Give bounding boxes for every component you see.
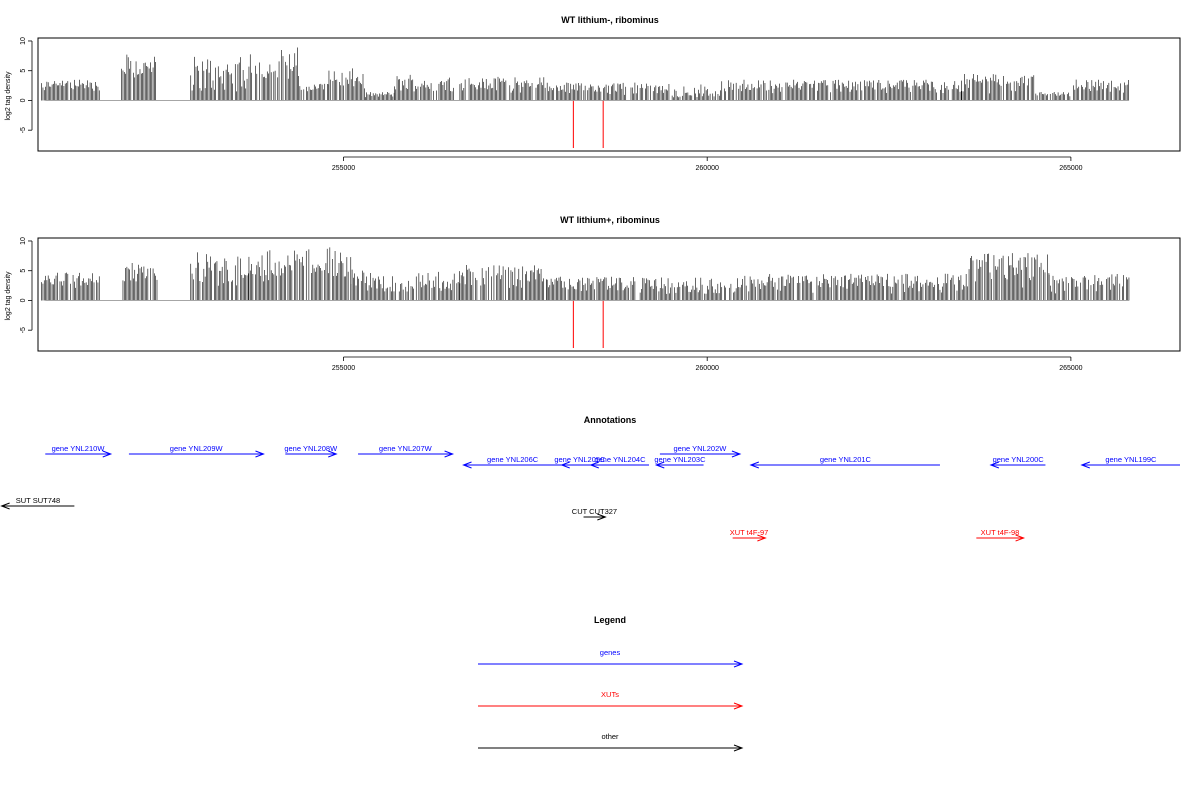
annotation-label: gene YNL202W xyxy=(674,444,728,453)
legend-panel: Legend genes XUTs other xyxy=(478,615,744,752)
arrow-right-icon xyxy=(328,450,338,458)
annotation-label: gene YNL210W xyxy=(52,444,106,453)
highlight-bars xyxy=(572,300,604,349)
x-tick-label: 255000 xyxy=(332,165,355,172)
y-tick-label: 10 xyxy=(20,237,27,245)
x-ticks xyxy=(343,156,1072,161)
arrow-right-icon xyxy=(1015,534,1026,542)
chart-title: WT lithium+, ribominus xyxy=(560,215,660,225)
chart-panel-lithium-minus: WT lithium-, ribominus log2 tag density … xyxy=(5,15,1181,172)
arrow-left-icon xyxy=(989,461,1000,469)
y-tick-label: -5 xyxy=(20,327,27,333)
y-axis-label: log2 tag density xyxy=(5,271,12,321)
plot-frame xyxy=(37,37,1181,152)
annotations-title: Annotations xyxy=(584,415,637,425)
arrow-right-icon xyxy=(757,534,767,542)
annotation-label: gene YNL204C xyxy=(594,455,646,464)
arrow-right-icon xyxy=(731,450,742,458)
annotation-genes-0: gene YNL210W xyxy=(45,444,113,458)
annotation-label: gene YNL205C xyxy=(554,455,606,464)
legend-title: Legend xyxy=(594,615,626,625)
arrow-right-icon xyxy=(597,513,607,521)
arrow-left-icon xyxy=(589,461,599,469)
x-tick-label: 265000 xyxy=(1059,365,1082,372)
x-tick-labels: 255000 260000 265000 xyxy=(332,365,1083,372)
annotations-panel: Annotations gene YNL210W gene YNL209W gene… xyxy=(0,415,1180,542)
annotation-genes-2: gene YNL208W xyxy=(284,444,338,458)
annotation-genes-9: gene YNL201C xyxy=(749,455,940,469)
y-tick-label: 10 xyxy=(20,37,27,45)
y-tick-label: -5 xyxy=(20,127,27,133)
arrow-right-icon xyxy=(444,450,455,458)
arrow-right-icon xyxy=(733,660,744,668)
bar-series xyxy=(41,47,1129,101)
x-tick-label: 260000 xyxy=(696,165,719,172)
annotation-items: gene YNL210W gene YNL209W gene YNL208W gene… xyxy=(0,444,1180,542)
chart-panel-lithium-plus: WT lithium+, ribominus log2 tag density … xyxy=(5,215,1181,372)
arrow-right-icon xyxy=(102,450,113,458)
annotation-label: gene YNL208W xyxy=(284,444,338,453)
arrow-left-icon xyxy=(749,461,760,469)
annotation-xuts-15: XUT t4F-98 xyxy=(976,528,1026,542)
x-tick-label: 265000 xyxy=(1059,165,1082,172)
arrow-left-icon xyxy=(654,461,665,469)
chart-title: WT lithium-, ribominus xyxy=(561,15,659,25)
annotation-genes-1: gene YNL209W xyxy=(128,444,265,458)
y-tick-label: 5 xyxy=(20,269,27,273)
y-tick-labels: -5 0 5 10 xyxy=(20,37,27,133)
arrow-left-icon xyxy=(1080,461,1090,469)
legend-label: XUTs xyxy=(601,690,619,699)
arrow-right-icon xyxy=(733,744,744,752)
y-ticks xyxy=(28,240,33,331)
highlight-bars xyxy=(572,100,604,149)
annotation-label: XUT t4F-98 xyxy=(981,528,1020,537)
annotation-label: gene YNL199C xyxy=(1105,455,1157,464)
plot-frame xyxy=(37,237,1181,352)
annotation-label: CUT CUT327 xyxy=(572,507,617,516)
y-tick-label: 0 xyxy=(20,98,27,102)
annotation-label: gene YNL200C xyxy=(993,455,1045,464)
annotation-genes-10: gene YNL200C xyxy=(989,455,1046,469)
y-tick-labels: -5 0 5 10 xyxy=(20,237,27,333)
annotation-genes-6: gene YNL204C xyxy=(589,455,650,469)
legend-items: genes XUTs other xyxy=(478,648,744,752)
annotation-other-13: CUT CUT327 xyxy=(572,507,617,521)
legend-label: genes xyxy=(600,648,621,657)
x-tick-label: 255000 xyxy=(332,365,355,372)
legend-label: other xyxy=(601,732,619,741)
x-tick-labels: 255000 260000 265000 xyxy=(332,165,1083,172)
legend-item-xuts: XUTs xyxy=(478,690,744,710)
annotation-genes-7: gene YNL203C xyxy=(654,455,706,469)
x-ticks xyxy=(343,356,1072,361)
x-tick-label: 260000 xyxy=(696,365,719,372)
annotation-other-12: SUT SUT748 xyxy=(0,496,75,510)
y-tick-label: 5 xyxy=(20,69,27,73)
annotation-label: gene YNL206C xyxy=(487,455,539,464)
arrow-left-icon xyxy=(462,461,472,469)
annotation-label: SUT SUT748 xyxy=(16,496,60,505)
annotation-xuts-14: XUT t4F-97 xyxy=(730,528,769,542)
annotation-label: gene YNL201C xyxy=(820,455,872,464)
y-axis-label: log2 tag density xyxy=(5,71,12,121)
arrow-left-icon xyxy=(0,502,10,510)
annotation-label: XUT t4F-97 xyxy=(730,528,769,537)
y-tick-label: 0 xyxy=(20,298,27,302)
annotation-genes-8: gene YNL202W xyxy=(659,444,742,458)
annotation-label: gene YNL207W xyxy=(379,444,433,453)
arrow-right-icon xyxy=(733,702,744,710)
annotation-label: gene YNL209W xyxy=(170,444,224,453)
annotation-genes-3: gene YNL207W xyxy=(358,444,455,458)
annotation-genes-4: gene YNL206C xyxy=(462,455,562,469)
legend-item-genes: genes xyxy=(478,648,744,668)
annotation-genes-11: gene YNL199C xyxy=(1080,455,1180,469)
annotation-label: gene YNL203C xyxy=(654,455,706,464)
arrow-left-icon xyxy=(560,461,570,469)
bar-series xyxy=(41,247,1130,301)
legend-item-other: other xyxy=(478,732,744,752)
y-ticks xyxy=(28,40,33,131)
arrow-right-icon xyxy=(255,450,265,458)
